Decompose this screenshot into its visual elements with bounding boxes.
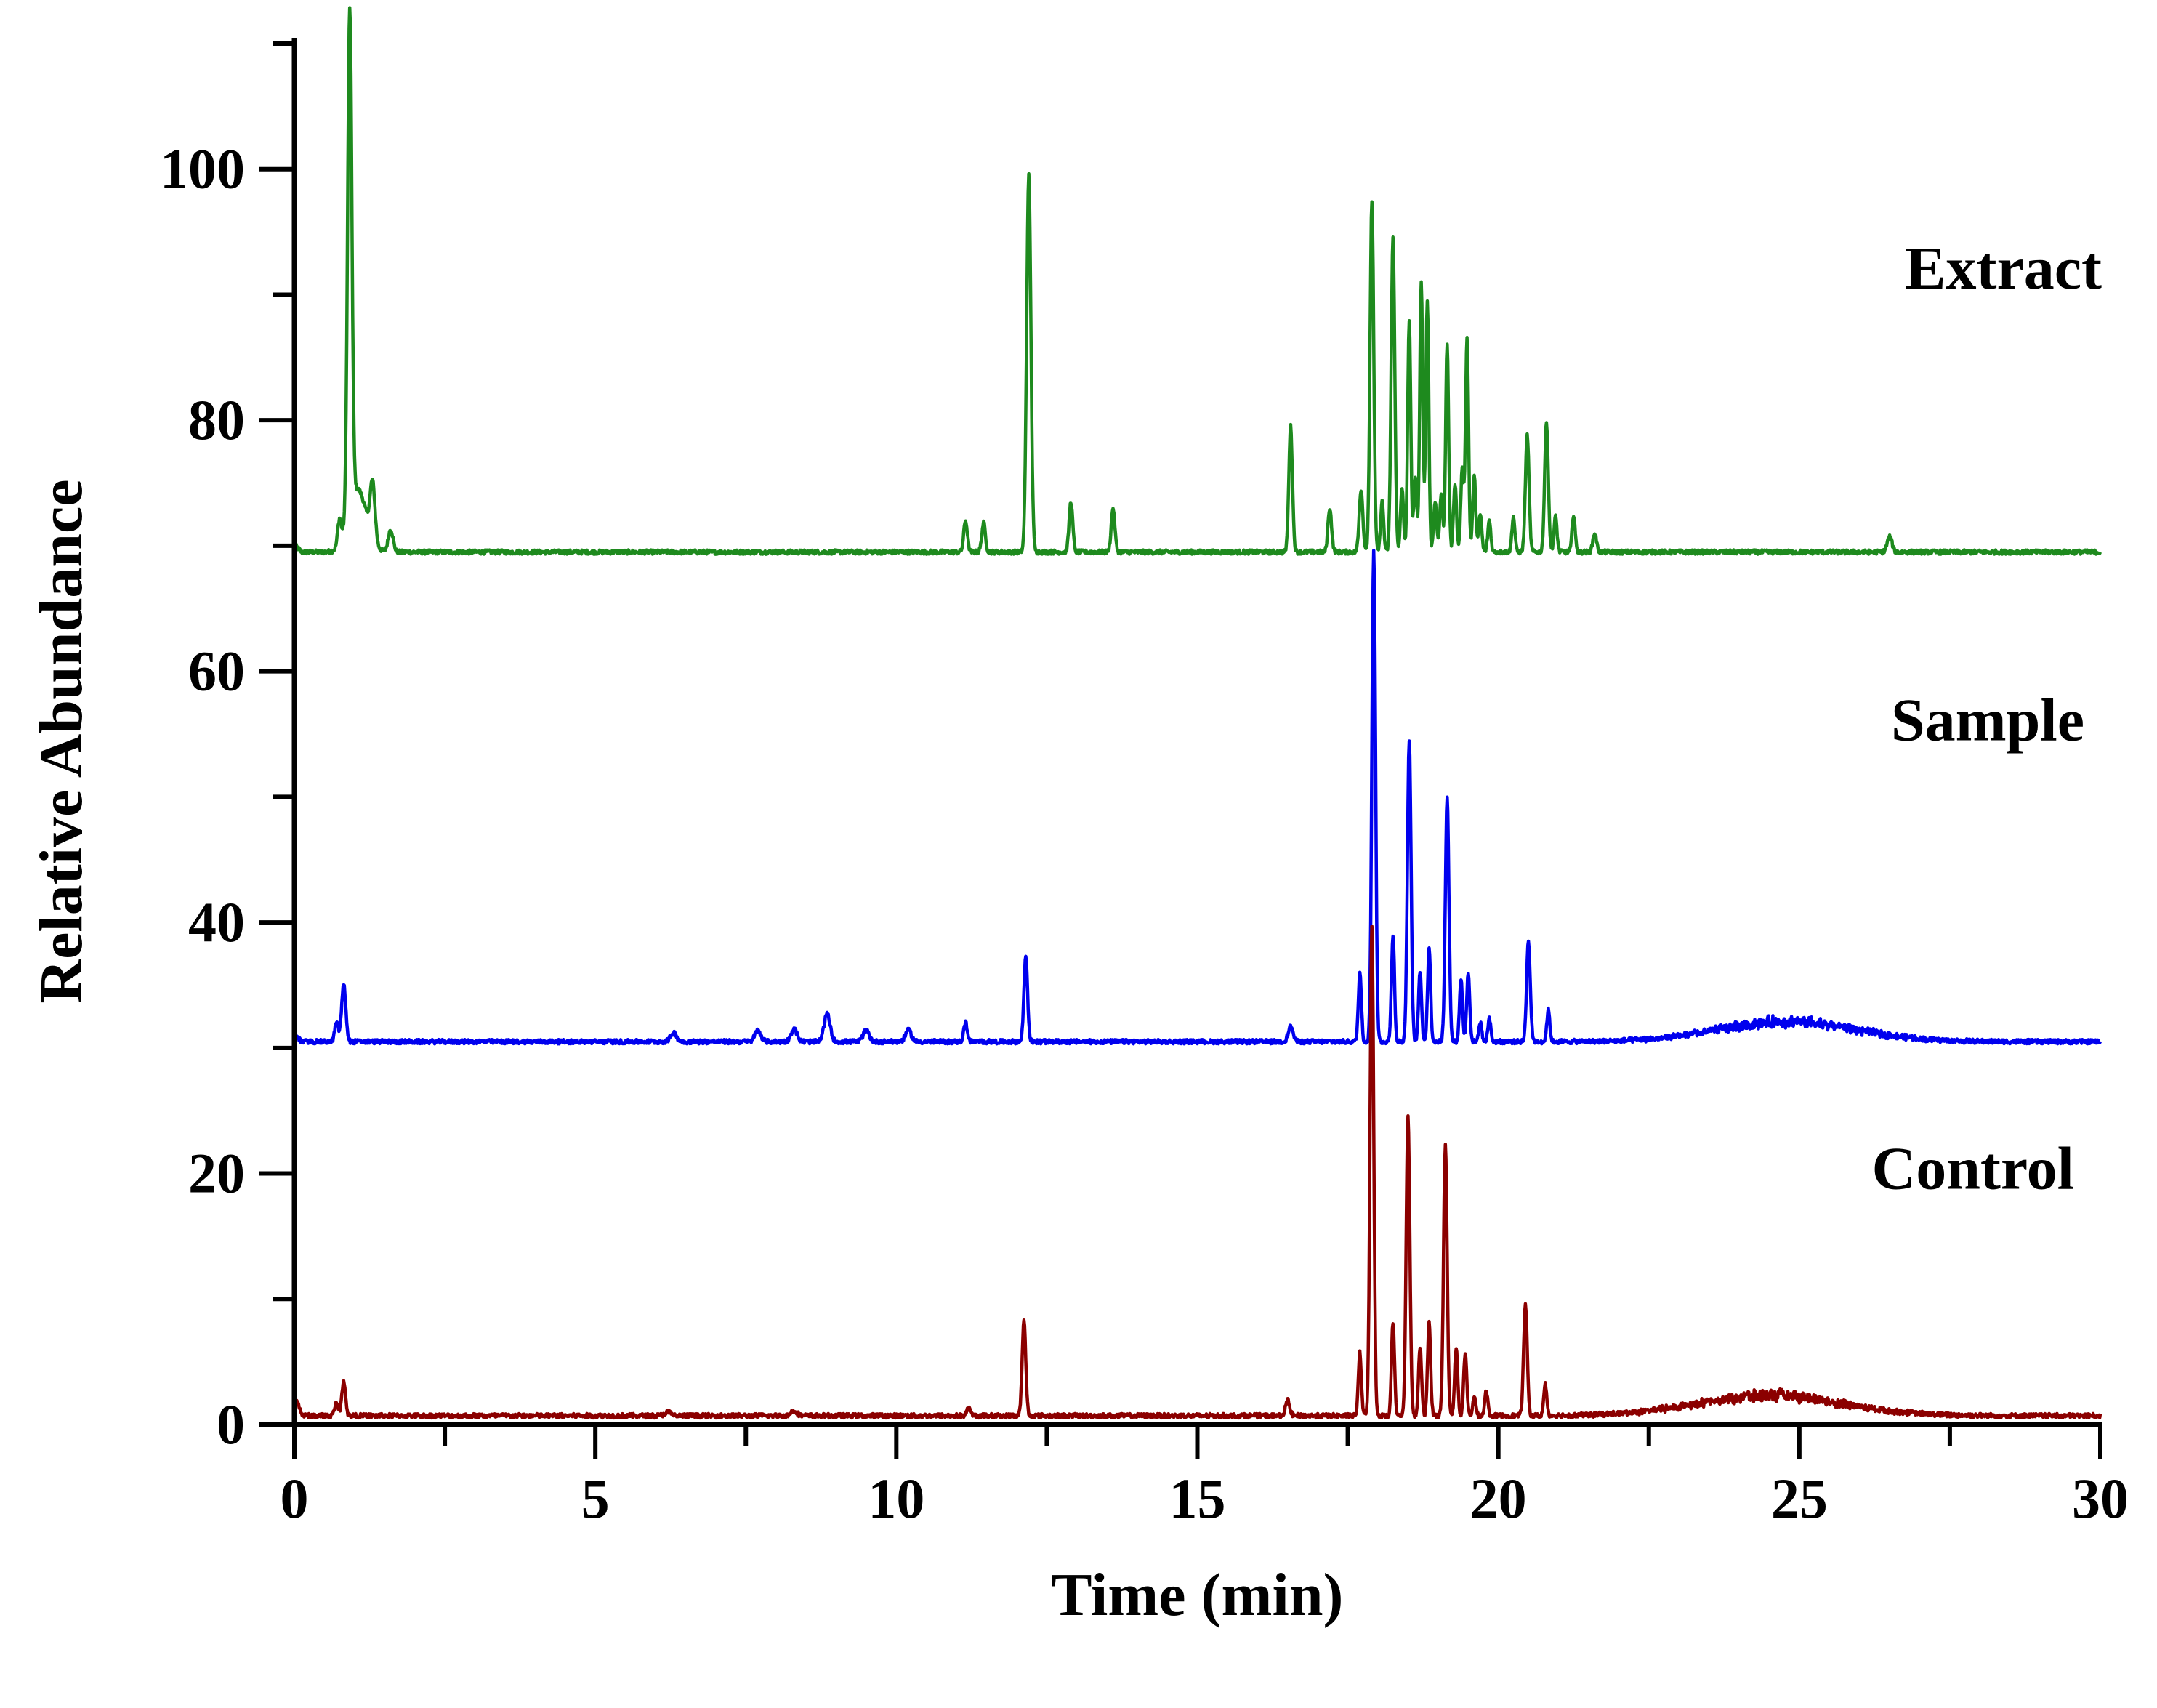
series-label-control: Control [1872, 1135, 2074, 1202]
y-tick-label: 80 [188, 388, 245, 451]
x-tick-label: 15 [1169, 1467, 1226, 1530]
y-axis-title: Relative Abundance [28, 479, 95, 1003]
y-tick-label: 20 [188, 1142, 245, 1205]
y-tick-label: 0 [217, 1393, 245, 1456]
x-tick-label: 0 [281, 1467, 309, 1530]
y-ticks: 0 20 40 60 80 100 [160, 41, 294, 1456]
series-label-sample: Sample [1891, 687, 2084, 754]
trace-extract [292, 6, 2102, 556]
y-tick-label: 60 [188, 640, 245, 703]
x-tick-label: 10 [868, 1467, 924, 1530]
y-tick-label: 40 [188, 890, 245, 954]
series-layer [292, 6, 2102, 1420]
x-axis-title: Time (min) [1051, 1561, 1343, 1629]
x-tick-label: 5 [581, 1467, 610, 1530]
y-tick-label: 100 [160, 137, 245, 201]
x-tick-label: 30 [2072, 1467, 2129, 1530]
axes-layer: 0 5 10 15 20 25 30 0 20 40 60 80 100 [160, 38, 2129, 1530]
trace-sample [292, 549, 2102, 1046]
x-tick-label: 20 [1470, 1467, 1527, 1530]
series-label-extract: Extract [1905, 235, 2102, 302]
x-tick-label: 25 [1771, 1467, 1828, 1530]
x-ticks: 0 5 10 15 20 25 30 [281, 1425, 2129, 1530]
trace-control [292, 925, 2102, 1420]
